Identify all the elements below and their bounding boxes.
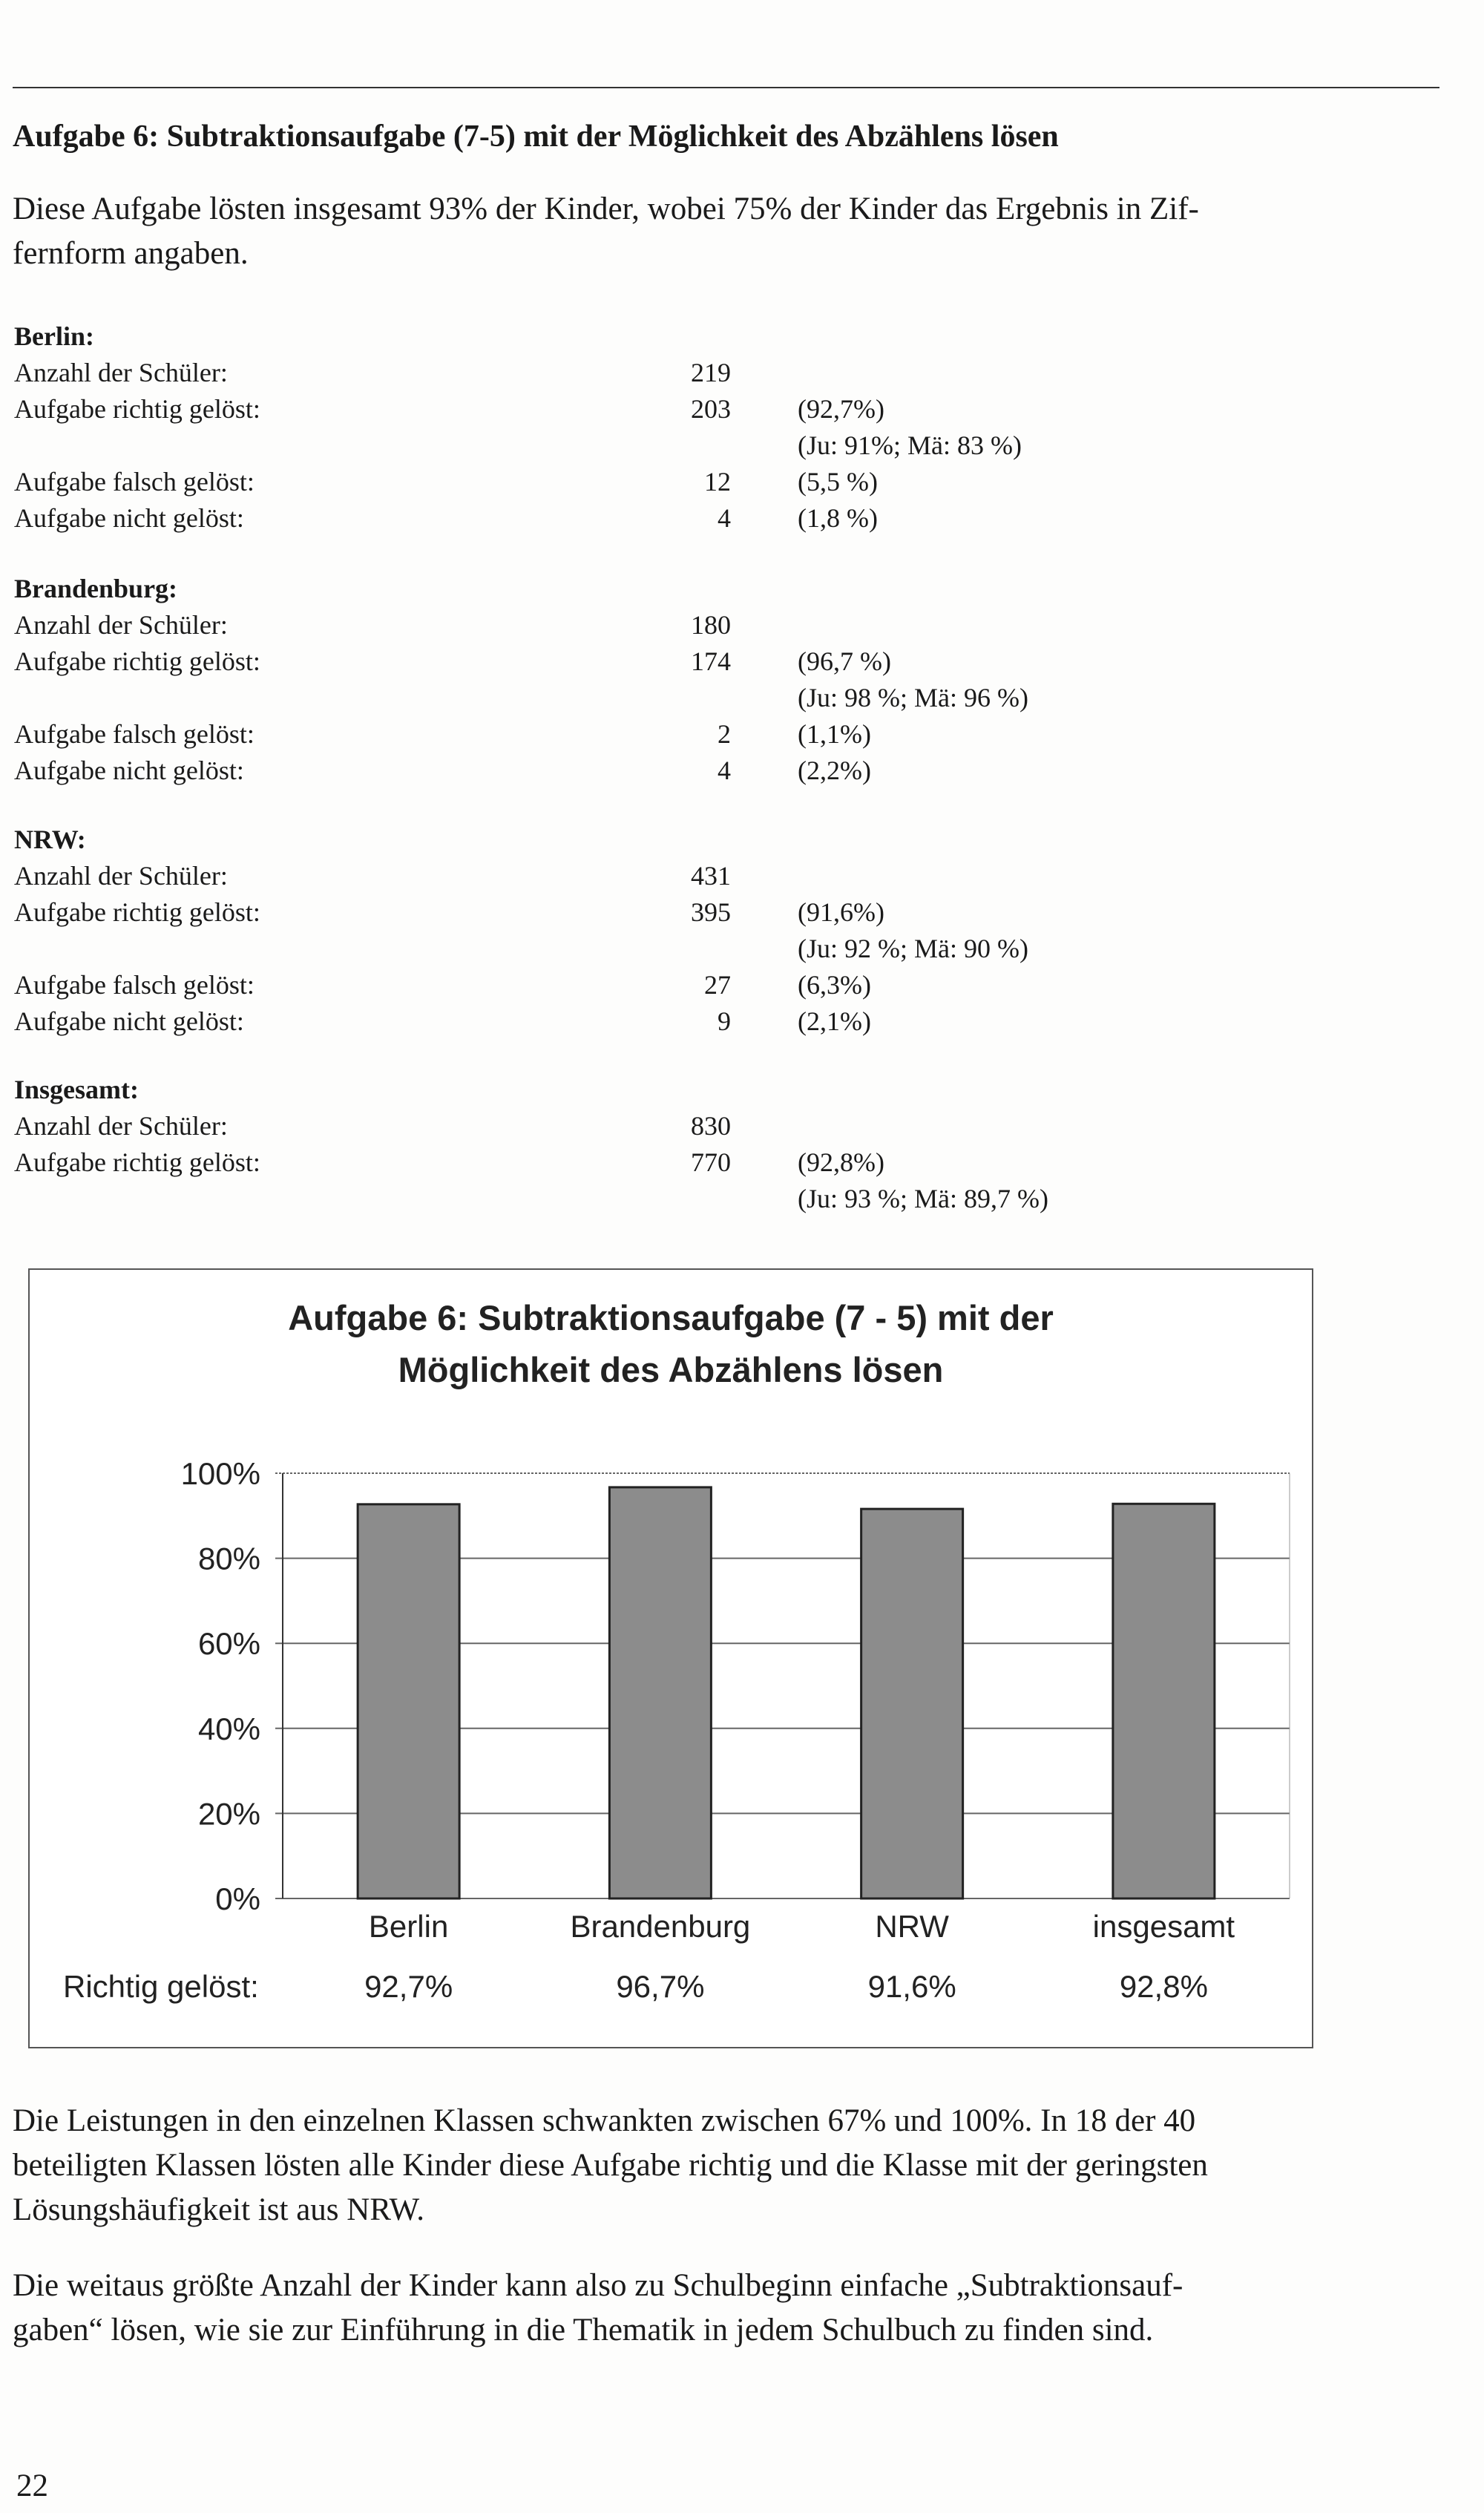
row-label: Aufgabe richtig gelöst: bbox=[14, 646, 260, 676]
row-percent: (1,1%) bbox=[798, 719, 871, 749]
bar-brandenburg bbox=[608, 1486, 712, 1900]
row-label: Anzahl der Schüler: bbox=[14, 358, 228, 387]
data-label: 91,6% bbox=[868, 1969, 956, 2004]
row-gender-split: (Ju: 98 %; Mä: 96 %) bbox=[798, 683, 1028, 712]
intro-line-1: Diese Aufgabe lösten insgesamt 93% der K… bbox=[13, 191, 1199, 226]
row-label: Aufgabe nicht gelöst: bbox=[14, 1006, 244, 1036]
bar-insgesamt bbox=[1112, 1502, 1216, 1900]
row-gender-split: (Ju: 92 %; Mä: 90 %) bbox=[798, 934, 1028, 963]
row-percent: (1,8 %) bbox=[798, 503, 878, 533]
group-title: Brandenburg: bbox=[14, 574, 178, 603]
table-row-label: Richtig gelöst: bbox=[63, 1969, 259, 2004]
row-count: 770 bbox=[691, 1147, 731, 1177]
row-gender-split: (Ju: 91%; Mä: 83 %) bbox=[798, 430, 1022, 460]
section-heading: Aufgabe 6: Subtraktionsaufgabe (7-5) mit… bbox=[13, 119, 1059, 154]
data-label: 96,7% bbox=[616, 1969, 704, 2004]
row-count: 830 bbox=[691, 1111, 731, 1141]
row-percent: (2,2%) bbox=[798, 756, 871, 785]
row-count: 12 bbox=[704, 467, 731, 497]
chart-box: Aufgabe 6: Subtraktionsaufgabe (7 - 5) m… bbox=[28, 1268, 1313, 2048]
outro-1-line-3: Lösungshäufigkeit ist aus NRW. bbox=[13, 2192, 425, 2227]
y-tick-label: 0% bbox=[215, 1881, 260, 1916]
bar-chart: 0% 20% 40% 60% 80% 100% Berlin 92,7% Brandenburg… bbox=[63, 1456, 1290, 2004]
row-percent: (5,5 %) bbox=[798, 467, 878, 497]
row-label: Aufgabe richtig gelöst: bbox=[14, 394, 260, 424]
y-tick-label: 80% bbox=[198, 1541, 260, 1576]
row-percent: (6,3%) bbox=[798, 970, 871, 1000]
row-count: 174 bbox=[691, 646, 731, 676]
row-label: Aufgabe falsch gelöst: bbox=[14, 719, 255, 749]
row-label: Aufgabe nicht gelöst: bbox=[14, 503, 244, 533]
row-count: 180 bbox=[691, 610, 731, 640]
data-label: 92,8% bbox=[1120, 1969, 1208, 2004]
group-title: Berlin: bbox=[14, 321, 94, 351]
row-percent: (92,8%) bbox=[798, 1147, 884, 1177]
x-category-label: Brandenburg bbox=[570, 1909, 750, 1944]
page-number: 22 bbox=[16, 2468, 48, 2503]
row-gender-split: (Ju: 93 %; Mä: 89,7 %) bbox=[798, 1184, 1048, 1213]
row-count: 4 bbox=[718, 503, 731, 533]
row-label: Aufgabe falsch gelöst: bbox=[14, 970, 255, 1000]
row-count: 431 bbox=[691, 861, 731, 891]
outro-2-line-1: Die weitaus größte Anzahl der Kinder kan… bbox=[13, 2268, 1183, 2303]
chart-title-line-2: Möglichkeit des Abzählens lösen bbox=[398, 1350, 944, 1389]
intro-line-2: fernform angaben. bbox=[13, 236, 249, 271]
outro-1-line-1: Die Leistungen in den einzelnen Klassen … bbox=[13, 2103, 1196, 2138]
outro-2-line-2: gaben“ lösen, wie sie zur Einführung in … bbox=[13, 2313, 1154, 2347]
bar-berlin bbox=[356, 1503, 461, 1900]
y-tick-label: 100% bbox=[181, 1456, 260, 1491]
data-label: 92,7% bbox=[364, 1969, 453, 2004]
row-percent: (2,1%) bbox=[798, 1006, 871, 1036]
row-percent: (91,6%) bbox=[798, 897, 884, 927]
x-category-label: NRW bbox=[875, 1909, 949, 1944]
row-count: 2 bbox=[718, 719, 731, 749]
row-percent: (96,7 %) bbox=[798, 646, 891, 676]
row-label: Aufgabe nicht gelöst: bbox=[14, 756, 244, 785]
y-tick-label: 60% bbox=[198, 1626, 260, 1661]
row-count: 4 bbox=[718, 756, 731, 785]
x-category-label: Berlin bbox=[369, 1909, 448, 1944]
row-percent: (92,7%) bbox=[798, 394, 884, 424]
row-label: Anzahl der Schüler: bbox=[14, 861, 228, 891]
row-count: 9 bbox=[718, 1006, 731, 1036]
row-label: Aufgabe richtig gelöst: bbox=[14, 1147, 260, 1177]
row-count: 395 bbox=[691, 897, 731, 927]
row-count: 27 bbox=[704, 970, 731, 1000]
y-tick-label: 40% bbox=[198, 1711, 260, 1746]
bar-nrw bbox=[860, 1507, 965, 1900]
row-label: Anzahl der Schüler: bbox=[14, 610, 228, 640]
row-count: 219 bbox=[691, 358, 731, 387]
outro-1-line-2: beteiligten Klassen lösten alle Kinder d… bbox=[13, 2148, 1208, 2183]
group-title: Insgesamt: bbox=[14, 1075, 139, 1104]
group-title: NRW: bbox=[14, 825, 86, 854]
top-rule bbox=[13, 87, 1439, 88]
x-category-label: insgesamt bbox=[1093, 1909, 1235, 1944]
chart-title: Aufgabe 6: Subtraktionsaufgabe (7 - 5) m… bbox=[30, 1292, 1312, 1396]
row-label: Aufgabe richtig gelöst: bbox=[14, 897, 260, 927]
row-count: 203 bbox=[691, 394, 731, 424]
chart-title-line-1: Aufgabe 6: Subtraktionsaufgabe (7 - 5) m… bbox=[288, 1298, 1054, 1337]
y-tick-label: 20% bbox=[198, 1796, 260, 1831]
row-label: Anzahl der Schüler: bbox=[14, 1111, 228, 1141]
row-label: Aufgabe falsch gelöst: bbox=[14, 467, 255, 497]
